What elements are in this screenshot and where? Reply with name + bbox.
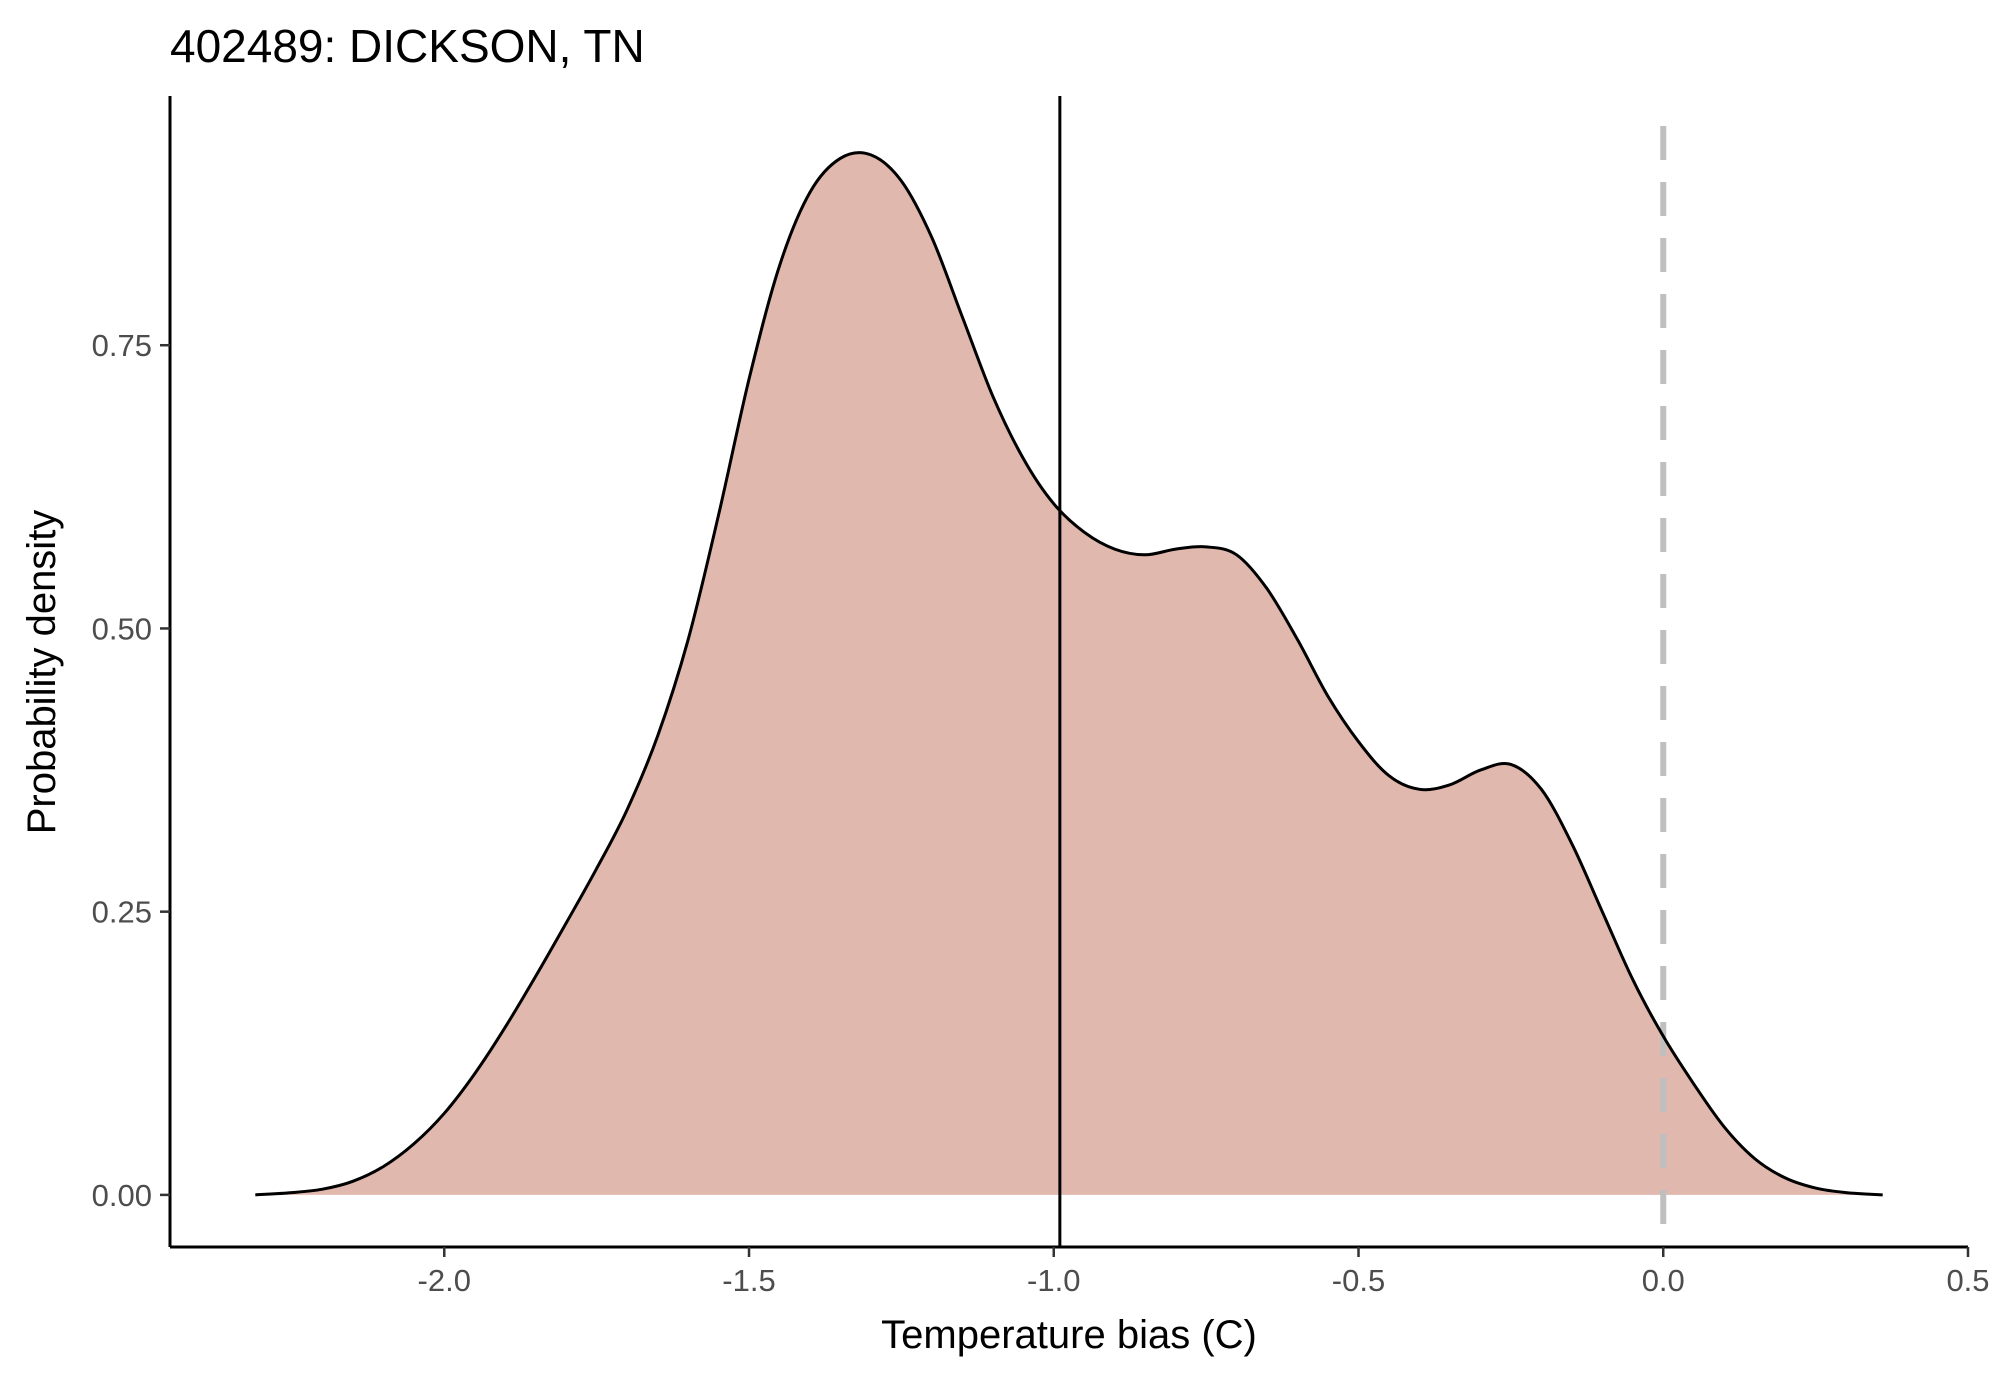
chart-title: 402489: DICKSON, TN [170, 20, 645, 72]
y-tick-label: 0.25 [92, 895, 152, 930]
x-tick-label: -1.5 [722, 1263, 775, 1298]
y-tick-label: 0.75 [92, 328, 152, 363]
x-tick-label: -2.0 [418, 1263, 471, 1298]
y-axis: 0.00 0.25 0.50 0.75 [92, 96, 172, 1247]
density-area [255, 152, 1883, 1195]
y-tick-label: 0.00 [92, 1178, 152, 1213]
x-tick-label: 0.5 [1946, 1263, 1989, 1298]
x-tick-label: 0.0 [1642, 1263, 1685, 1298]
y-tick-label: 0.50 [92, 611, 152, 646]
x-axis-title: Temperature bias (C) [881, 1313, 1257, 1357]
x-tick-label: -1.0 [1027, 1263, 1080, 1298]
x-tick-label: -0.5 [1332, 1263, 1385, 1298]
density-line [255, 151, 1883, 1197]
plot-area [255, 96, 1883, 1247]
x-axis: -2.0 -1.5 -1.0 -0.5 0.0 0.5 [170, 1245, 1990, 1298]
y-axis-title: Probability density [20, 510, 64, 835]
